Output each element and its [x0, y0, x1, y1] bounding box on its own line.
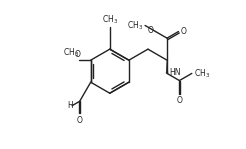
Text: CH$_3$: CH$_3$ [63, 47, 79, 59]
Text: CH$_3$: CH$_3$ [127, 19, 143, 32]
Text: O: O [74, 50, 80, 59]
Text: H: H [67, 101, 73, 110]
Text: O: O [77, 116, 83, 125]
Text: CH$_3$: CH$_3$ [102, 13, 118, 26]
Text: O: O [176, 96, 182, 105]
Text: O: O [181, 27, 186, 36]
Text: CH$_3$: CH$_3$ [194, 67, 210, 80]
Polygon shape [166, 60, 168, 73]
Text: O: O [148, 26, 154, 35]
Text: HN: HN [170, 68, 181, 77]
